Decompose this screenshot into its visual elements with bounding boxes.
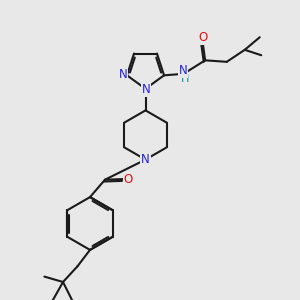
Text: N: N: [178, 64, 187, 77]
Text: N: N: [142, 83, 151, 96]
Text: N: N: [141, 153, 150, 166]
Text: N: N: [118, 68, 127, 81]
Text: O: O: [198, 31, 207, 44]
Text: O: O: [124, 172, 133, 186]
Text: H: H: [181, 74, 189, 84]
